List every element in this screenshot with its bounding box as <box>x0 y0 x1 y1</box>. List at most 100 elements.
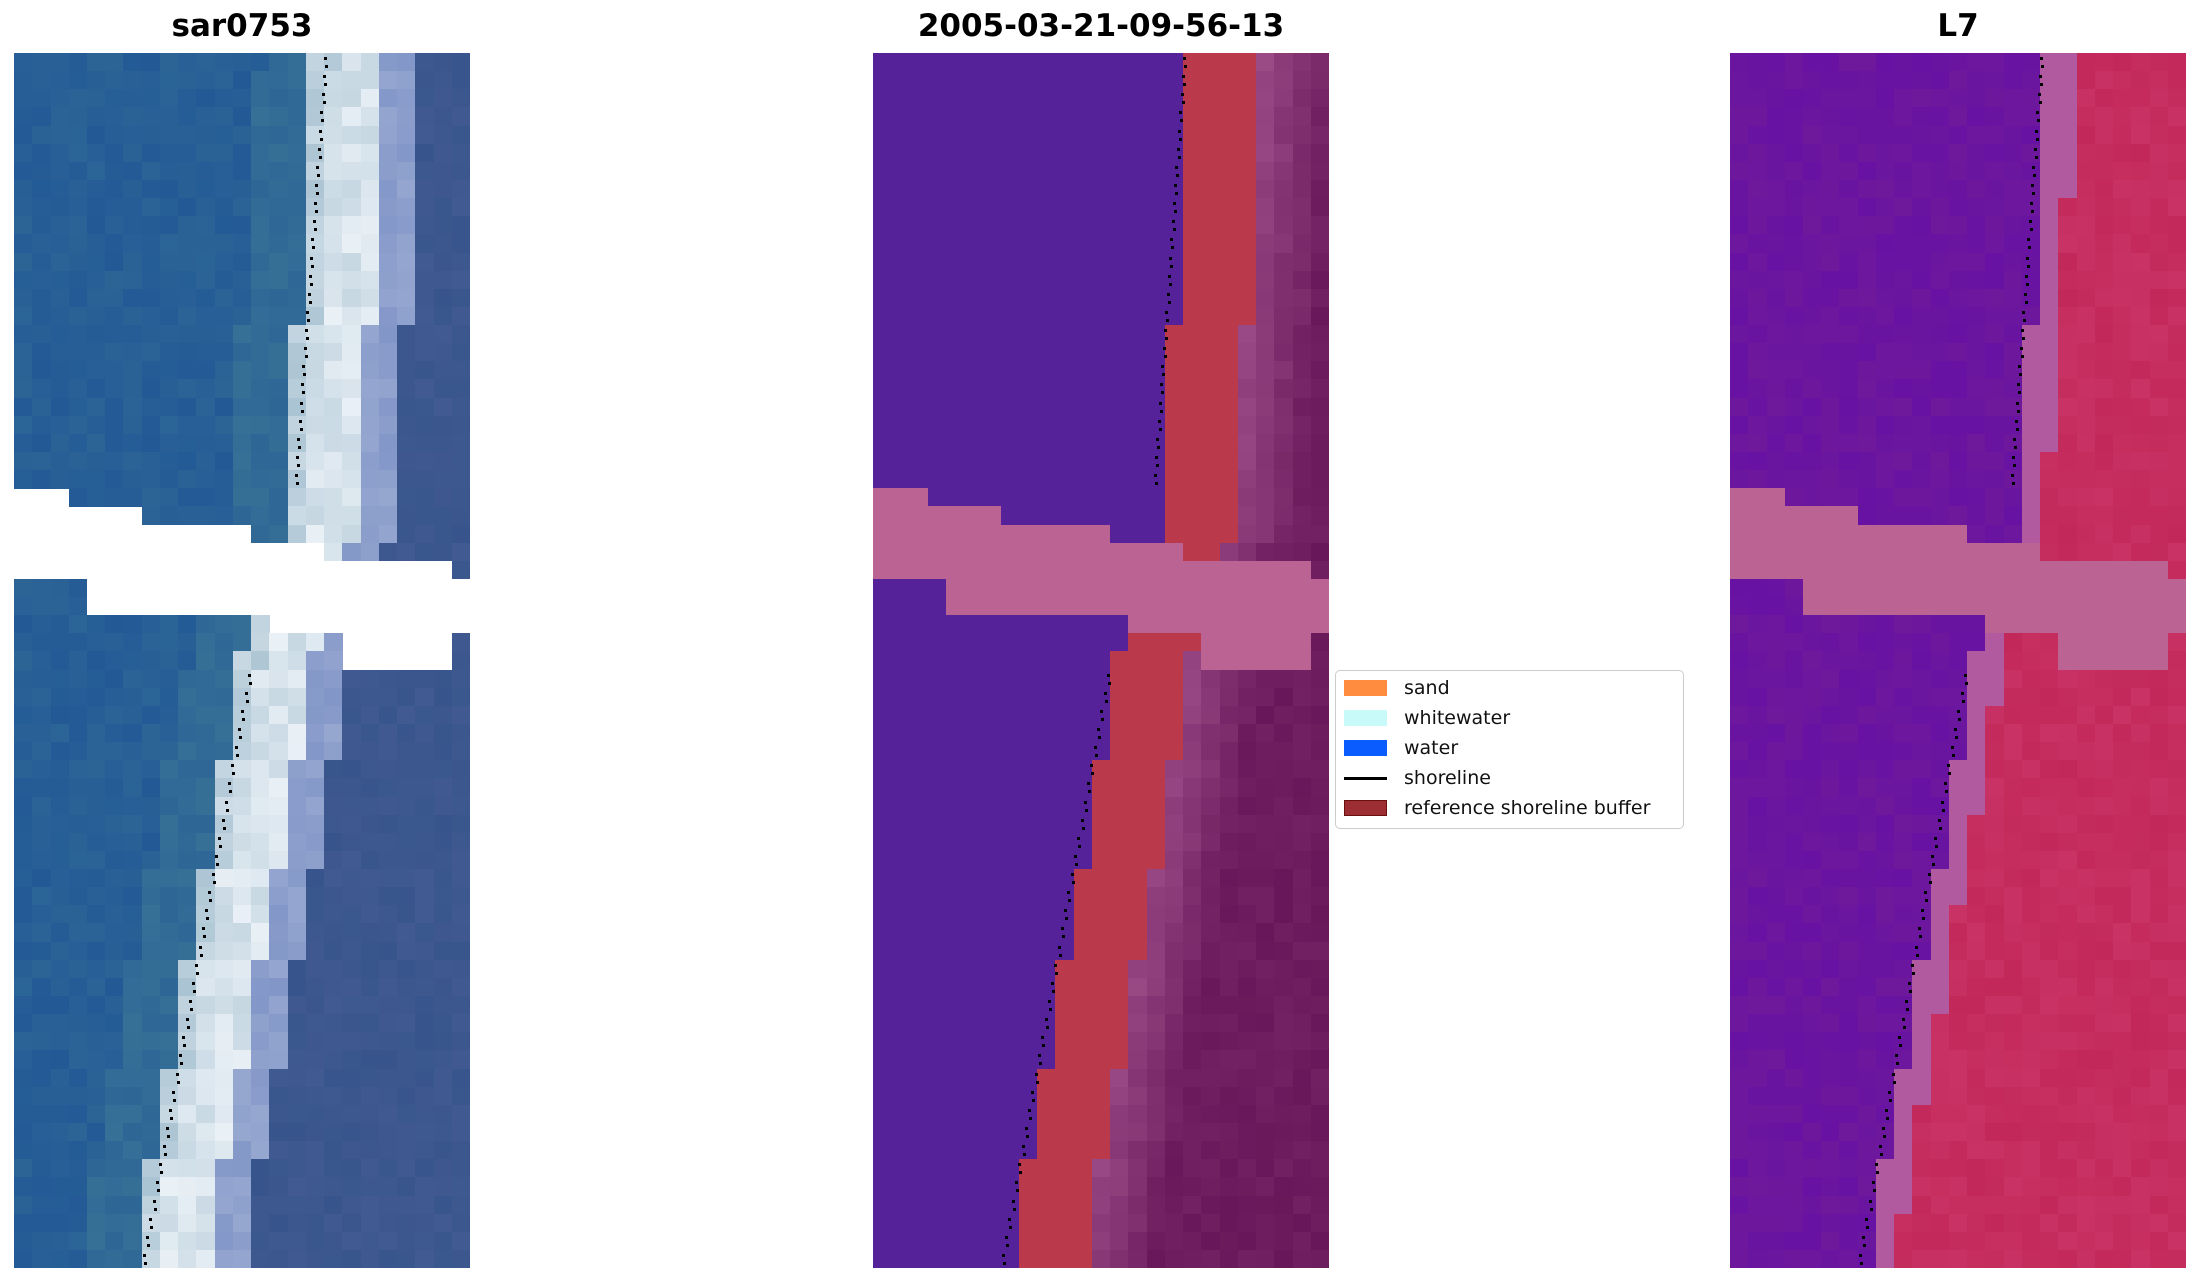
shoreline-point <box>1094 754 1098 758</box>
raster-pixel <box>2040 850 2059 870</box>
raster-pixel <box>32 633 51 652</box>
raster-pixel <box>2058 578 2078 598</box>
raster-pixel <box>1164 125 1184 145</box>
raster-pixel <box>1948 742 1968 761</box>
raster-pixel <box>214 1068 234 1088</box>
raster-pixel <box>14 198 33 217</box>
raster-pixel <box>451 1249 470 1268</box>
raster-pixel <box>232 796 252 816</box>
raster-pixel <box>2021 53 2041 72</box>
raster-pixel <box>433 506 453 526</box>
raster-pixel <box>1146 488 1166 507</box>
raster-pixel <box>2113 941 2132 961</box>
raster-pixel <box>1730 941 1749 961</box>
raster-pixel <box>32 361 51 380</box>
shoreline-point <box>2024 300 2028 304</box>
shoreline-point <box>298 445 302 449</box>
raster-pixel <box>1766 506 1786 526</box>
raster-pixel <box>1310 470 1329 489</box>
raster-pixel <box>1310 125 1329 145</box>
raster-pixel <box>1164 179 1184 199</box>
raster-pixel <box>87 397 106 417</box>
raster-pixel <box>305 488 325 507</box>
raster-pixel <box>2113 633 2132 652</box>
raster-pixel <box>269 796 289 816</box>
raster-pixel <box>2149 252 2169 272</box>
raster-pixel <box>1930 89 1950 108</box>
raster-pixel <box>1821 578 1840 598</box>
raster-pixel <box>287 1050 307 1070</box>
raster-pixel <box>2040 143 2059 163</box>
raster-pixel <box>1310 524 1329 544</box>
raster-pixel <box>1256 1249 1275 1268</box>
raster-pixel <box>14 415 33 435</box>
raster-pixel <box>2149 288 2169 308</box>
raster-pixel <box>2131 143 2151 163</box>
raster-pixel <box>105 941 124 961</box>
raster-pixel <box>1730 506 1749 526</box>
raster-pixel <box>214 996 234 1015</box>
raster-pixel <box>1219 615 1239 634</box>
raster-pixel <box>873 669 892 689</box>
raster-pixel <box>1055 814 1075 834</box>
raster-pixel <box>1292 1032 1312 1051</box>
raster-pixel <box>397 850 416 870</box>
raster-pixel <box>378 887 398 906</box>
raster-pixel <box>1164 71 1184 90</box>
raster-pixel <box>2094 1032 2114 1051</box>
raster-pixel <box>232 742 252 761</box>
raster-pixel <box>946 179 965 199</box>
raster-pixel <box>1183 89 1202 108</box>
raster-pixel <box>1073 397 1093 417</box>
raster-pixel <box>1219 1231 1239 1251</box>
raster-pixel <box>1292 832 1312 852</box>
raster-pixel <box>159 959 179 979</box>
raster-pixel <box>1930 198 1950 217</box>
raster-pixel <box>159 143 179 163</box>
raster-pixel <box>909 633 929 652</box>
raster-pixel <box>2131 814 2151 834</box>
raster-pixel <box>415 760 435 779</box>
raster-pixel <box>1784 71 1804 90</box>
raster-pixel <box>196 306 216 326</box>
shoreline-point <box>1100 709 1104 713</box>
shoreline-point <box>2028 220 2032 224</box>
raster-pixel <box>68 850 88 870</box>
raster-pixel <box>324 198 343 217</box>
raster-pixel <box>123 179 143 199</box>
raster-pixel <box>1803 433 1822 453</box>
raster-pixel <box>1857 415 1877 435</box>
raster-pixel <box>287 488 307 507</box>
raster-pixel <box>1894 887 1913 906</box>
raster-pixel <box>360 1249 380 1268</box>
raster-pixel <box>159 996 179 1015</box>
shoreline-point <box>152 1199 156 1203</box>
raster-pixel <box>2076 633 2096 652</box>
raster-pixel <box>105 959 124 979</box>
raster-pixel <box>68 651 88 671</box>
raster-pixel <box>1310 597 1329 616</box>
raster-pixel <box>1000 1213 1020 1233</box>
raster-pixel <box>196 850 216 870</box>
raster-pixel <box>1274 143 1294 163</box>
raster-pixel <box>1857 687 1877 707</box>
raster-pixel <box>324 687 343 707</box>
raster-pixel <box>269 669 289 689</box>
raster-pixel <box>105 996 124 1015</box>
raster-pixel <box>1985 887 2005 906</box>
raster-pixel <box>287 651 307 671</box>
raster-pixel <box>178 234 197 253</box>
raster-pixel <box>397 325 416 344</box>
raster-pixel <box>14 977 33 997</box>
raster-pixel <box>1128 869 1148 888</box>
raster-pixel <box>1073 325 1093 344</box>
raster-pixel <box>1912 325 1932 344</box>
raster-pixel <box>1857 397 1877 417</box>
raster-pixel <box>451 1068 470 1088</box>
raster-pixel <box>1037 216 1056 235</box>
raster-pixel <box>1183 669 1202 689</box>
raster-pixel <box>105 724 124 743</box>
raster-pixel <box>1948 578 1968 598</box>
raster-pixel <box>1000 506 1020 526</box>
shoreline-point <box>175 1072 179 1076</box>
